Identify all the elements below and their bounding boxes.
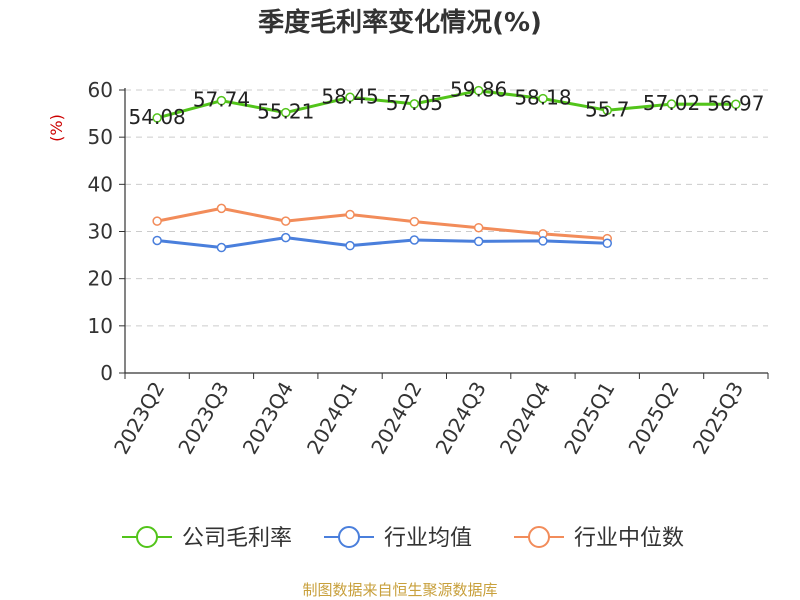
series-0-point-8: [666, 99, 677, 109]
series-2-point-4: [409, 216, 420, 227]
series-0-point-7: [602, 105, 612, 116]
series-1-point-6: [538, 236, 548, 246]
x-tick-label-2023Q3: 2023Q3: [173, 378, 233, 459]
y-axis-label: (%): [47, 114, 66, 142]
series-0-point-9: [731, 99, 741, 110]
series-1-point-7: [602, 238, 612, 249]
data-label-6: 58.18: [514, 86, 571, 110]
legend-marker-0: [136, 526, 158, 548]
x-tick-label-2024Q1: 2024Q1: [302, 378, 362, 459]
series-1-point-2: [281, 232, 291, 243]
series-1-point-0: [152, 235, 162, 246]
series-0-point-6: [538, 93, 548, 104]
x-tick-label-2024Q2: 2024Q2: [366, 378, 426, 459]
series-line-1: [157, 236, 608, 249]
data-label-3: 58.45: [321, 84, 378, 108]
y-tick-labels: 0 10 20 30 40 50 60: [88, 78, 113, 385]
x-tick-label-2023Q4: 2023Q4: [238, 378, 298, 459]
x-tick-label-2024Q3: 2024Q3: [431, 378, 491, 459]
legend-label-2: 行业中位数: [574, 526, 684, 551]
data-label-4: 57.05: [386, 91, 443, 115]
y-tick-label-40: 40: [88, 172, 113, 196]
y-tick-label-30: 30: [88, 220, 113, 244]
data-source-note: 制图数据来自恒生聚源数据库: [302, 581, 498, 599]
legend-marker-1: [338, 526, 360, 548]
y-tick-label-50: 50: [88, 125, 113, 149]
series-1-point-3: [345, 240, 355, 251]
series-0-point-4: [409, 99, 420, 109]
series-0-point-3: [345, 92, 355, 103]
series-line-0: [156, 89, 736, 120]
series-2-point-5: [473, 222, 484, 233]
chart-title: 季度毛利率变化情况(%): [258, 8, 542, 38]
data-labels: 54.08 57.74 55.21 58.45 57.05 59.86 58.18 55.7 5…: [129, 78, 765, 129]
series-2-point-2: [281, 216, 291, 226]
data-label-0: 54.08: [129, 105, 186, 129]
series-2-point-3: [345, 209, 355, 220]
series-2-point-0: [152, 216, 162, 226]
x-tick-label-2024Q4: 2024Q4: [495, 378, 555, 459]
series-0-point-2: [281, 107, 291, 118]
series-1-point-1: [216, 242, 227, 253]
y-tick-label-10: 10: [88, 314, 113, 338]
y-tick-label-20: 20: [88, 267, 113, 291]
legend-marker-2: [528, 526, 550, 548]
x-tick-label-2025Q2: 2025Q2: [623, 378, 683, 459]
legend-label-0: 公司毛利率: [182, 526, 292, 551]
x-tick-label-2023Q2: 2023Q2: [109, 378, 169, 459]
series-1-point-5: [473, 236, 484, 247]
series-2-point-1: [216, 203, 227, 214]
data-label-7: 55.7: [585, 97, 630, 121]
axes: [119, 88, 769, 379]
data-label-1: 57.74: [193, 88, 250, 112]
data-label-8: 57.02: [643, 91, 700, 115]
series-line-2: [156, 206, 608, 241]
data-label-9: 56.97: [707, 91, 764, 115]
legend-label-1: 行业均值: [384, 526, 472, 551]
series-1-point-4: [409, 235, 420, 245]
grid-lines: [125, 89, 768, 327]
series-0-point-0: [152, 113, 162, 123]
y-tick-label-60: 60: [88, 78, 113, 102]
data-label-2: 55.21: [257, 100, 314, 124]
x-tick-label-2025Q1: 2025Q1: [559, 378, 619, 459]
legend: 公司毛利率 行业均值 行业中位数: [122, 526, 684, 551]
series-0-point-1: [216, 95, 227, 106]
x-tick-label-2025Q3: 2025Q3: [688, 378, 748, 459]
x-tick-labels: 2023Q2 2023Q3 2023Q4 2024Q1 2024Q2 2024Q3 2024…: [109, 378, 748, 459]
series-0-point-5: [473, 85, 484, 96]
y-tick-label-0: 0: [100, 361, 113, 385]
series-group: [152, 85, 741, 253]
data-label-5: 59.86: [450, 78, 507, 102]
